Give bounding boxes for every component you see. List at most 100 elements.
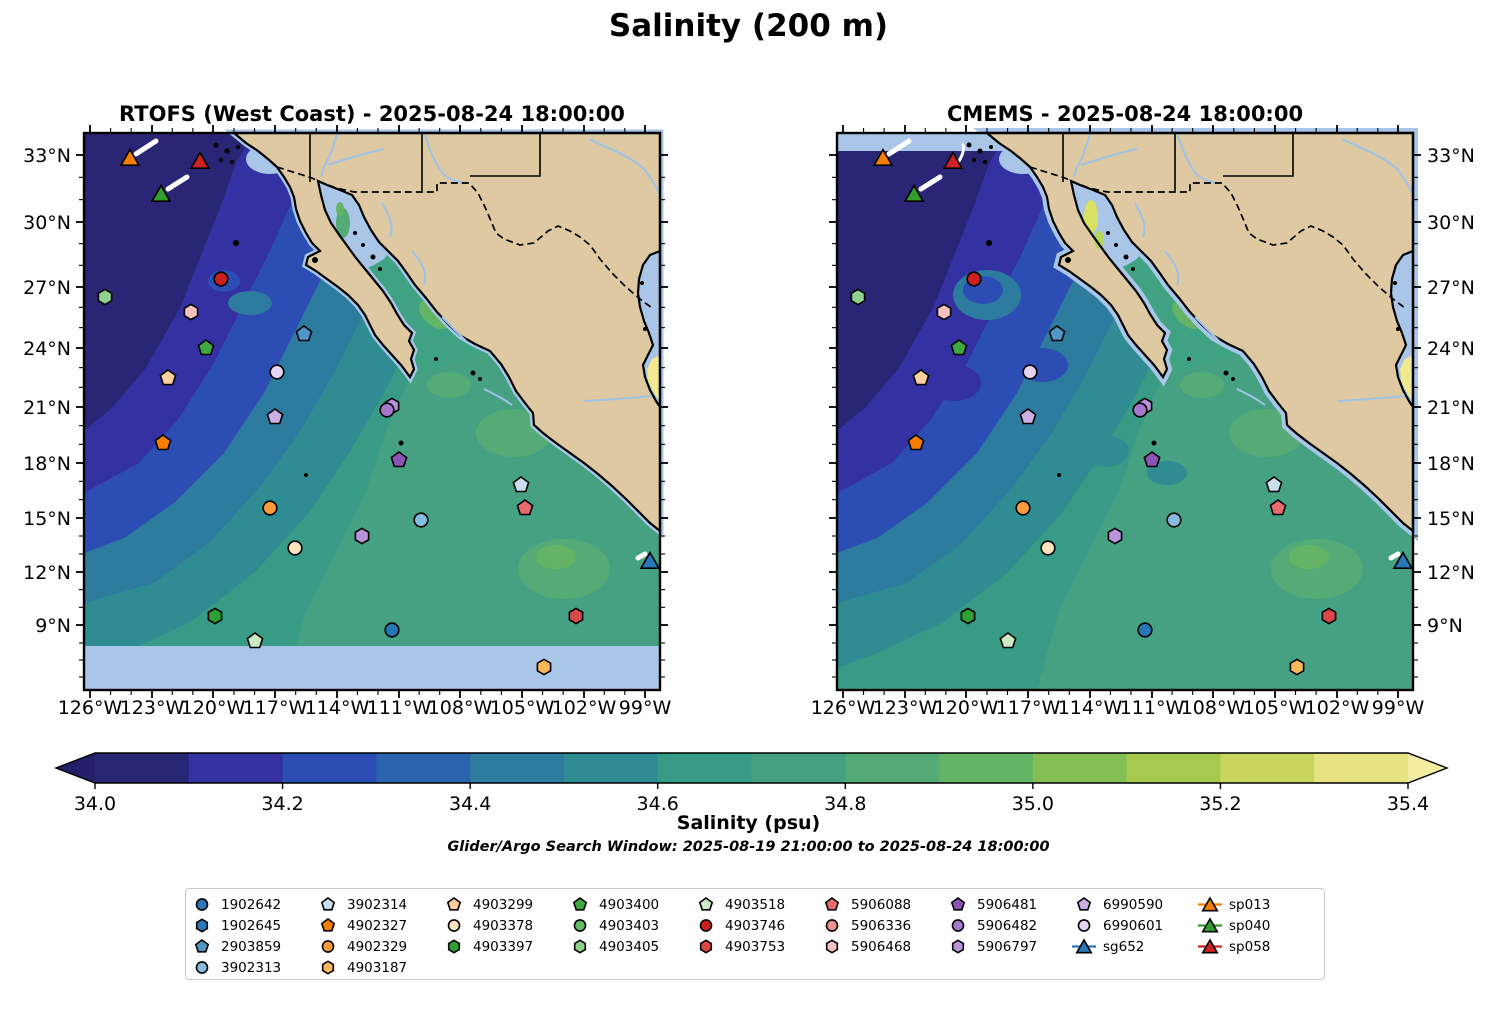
triangle-icon — [1075, 938, 1093, 954]
legend-entry-4903378: 4903378 — [442, 915, 568, 936]
colorbar-segment — [188, 753, 284, 783]
legend-entry-5906088: 5906088 — [820, 894, 946, 915]
eddy — [228, 291, 272, 315]
marker-sp058 — [189, 150, 211, 170]
upper-gulf-patch — [336, 202, 344, 216]
lat-tick-label: 9°N — [35, 615, 71, 637]
circle-icon — [195, 898, 209, 911]
legend-entry-sp013: sp013 — [1198, 894, 1324, 915]
salinity-band — [84, 133, 254, 431]
legend-entry-4902329: 4902329 — [316, 936, 442, 957]
lat-tick-label: 24°N — [1427, 338, 1475, 360]
island — [1065, 257, 1071, 263]
colorbar-tick-label: 34.4 — [448, 793, 492, 815]
river — [441, 316, 467, 342]
circle-marker-icon — [573, 919, 587, 932]
hexagon-icon — [321, 960, 335, 975]
eddy — [929, 365, 981, 401]
island — [1231, 377, 1235, 381]
colorbar-segment — [657, 753, 752, 783]
circle-icon — [321, 940, 335, 953]
colorbar-label: Salinity (psu) — [676, 812, 821, 834]
lat-tick-label: 18°N — [1427, 453, 1475, 475]
island — [989, 145, 993, 149]
glider-track — [1388, 551, 1401, 561]
colorbar-tick-label: 34.6 — [636, 793, 679, 815]
colorbar — [54, 752, 1449, 789]
marker-4903746 — [966, 271, 982, 287]
marker-2903859 — [295, 325, 313, 342]
colorbar-segment — [376, 753, 471, 783]
marker-sp040 — [903, 183, 925, 202]
pentagon-icon — [320, 897, 336, 911]
marker-4903187 — [1289, 658, 1305, 676]
legend-label: 6990590 — [1103, 896, 1164, 913]
marker-5906797 — [1107, 527, 1123, 545]
island — [977, 148, 983, 154]
hexagon-icon — [447, 939, 461, 954]
legend-label: sp013 — [1229, 896, 1271, 913]
land — [234, 133, 660, 531]
island — [304, 473, 308, 477]
lon-tick-label: 105°W — [1243, 697, 1308, 719]
hexagon-icon — [951, 939, 965, 954]
hexagon-marker-icon — [699, 939, 713, 954]
legend-label: sp040 — [1229, 917, 1271, 934]
river — [423, 132, 470, 184]
upper-gulf-patch — [1084, 200, 1098, 234]
lat-tick-label: 33°N — [1427, 145, 1475, 167]
legend-entry-6990601: 6990601 — [1072, 915, 1198, 936]
legend-label: 4903753 — [725, 938, 786, 955]
circle-icon — [195, 961, 209, 974]
legend-entry-4903187: 4903187 — [316, 957, 442, 978]
lon-tick-label: 108°W — [1181, 697, 1246, 719]
eddy — [1016, 348, 1068, 382]
pentagon-icon — [446, 897, 462, 911]
legend: 1902642 1902645 2903859 3902313 3902314 49023… — [185, 888, 1325, 980]
lat-tick-label: 21°N — [1427, 397, 1475, 419]
lon-tick-label: 120°W — [181, 697, 246, 719]
lat-tick-label: 30°N — [23, 212, 71, 234]
pentagon-marker-icon — [572, 897, 588, 911]
search-window-subtitle: Glider/Argo Search Window: 2025-08-19 21… — [447, 839, 1050, 855]
circle-icon — [825, 919, 839, 932]
pentagon-marker-icon — [194, 939, 210, 953]
marker-4903378 — [1040, 540, 1056, 556]
legend-label: 6990601 — [1103, 917, 1164, 934]
rtofs-panel-title: RTOFS (West Coast) - 2025-08-24 18:00:00 — [119, 102, 625, 126]
river — [411, 250, 427, 286]
colorbar-tick-label: 34.2 — [261, 793, 304, 815]
coastline — [983, 131, 1415, 534]
legend-column: 4903400 4903403 4903405 — [568, 894, 694, 957]
triangle-icon — [1201, 917, 1219, 933]
marker-4903400 — [950, 339, 968, 356]
map-frame — [835, 131, 1415, 692]
colorbar-segment — [95, 753, 190, 783]
legend-column: 5906088 5906336 5906468 — [820, 894, 946, 957]
island — [1106, 231, 1110, 235]
marker-4903378 — [287, 540, 303, 556]
island — [972, 158, 976, 162]
lon-tick-label: 123°W — [873, 697, 938, 719]
lon-tick-label: 105°W — [490, 697, 555, 719]
lon-tick-label: 102°W — [552, 697, 617, 719]
circle-icon — [447, 919, 461, 932]
colorbar-under-arrow — [56, 753, 95, 783]
island — [1057, 473, 1061, 477]
island — [1123, 254, 1129, 260]
marker-sp013 — [119, 147, 141, 167]
gulf-of-mexico-coast — [1389, 249, 1414, 408]
colorbar-tick-label: 34.0 — [73, 793, 117, 815]
island — [224, 148, 230, 154]
marker-4903405 — [850, 288, 866, 306]
marker-4903753 — [1321, 607, 1337, 625]
legend-entry-4903299: 4903299 — [442, 894, 568, 915]
legend-label: 2903859 — [221, 938, 282, 955]
circle-icon — [951, 919, 965, 932]
glider-track — [886, 138, 912, 157]
lon-tick-label: 117°W — [243, 697, 308, 719]
nodata-band-bottom — [84, 646, 660, 690]
island — [966, 142, 972, 148]
legend-label: 4903403 — [599, 917, 660, 934]
lon-tick-label: 120°W — [934, 697, 999, 719]
